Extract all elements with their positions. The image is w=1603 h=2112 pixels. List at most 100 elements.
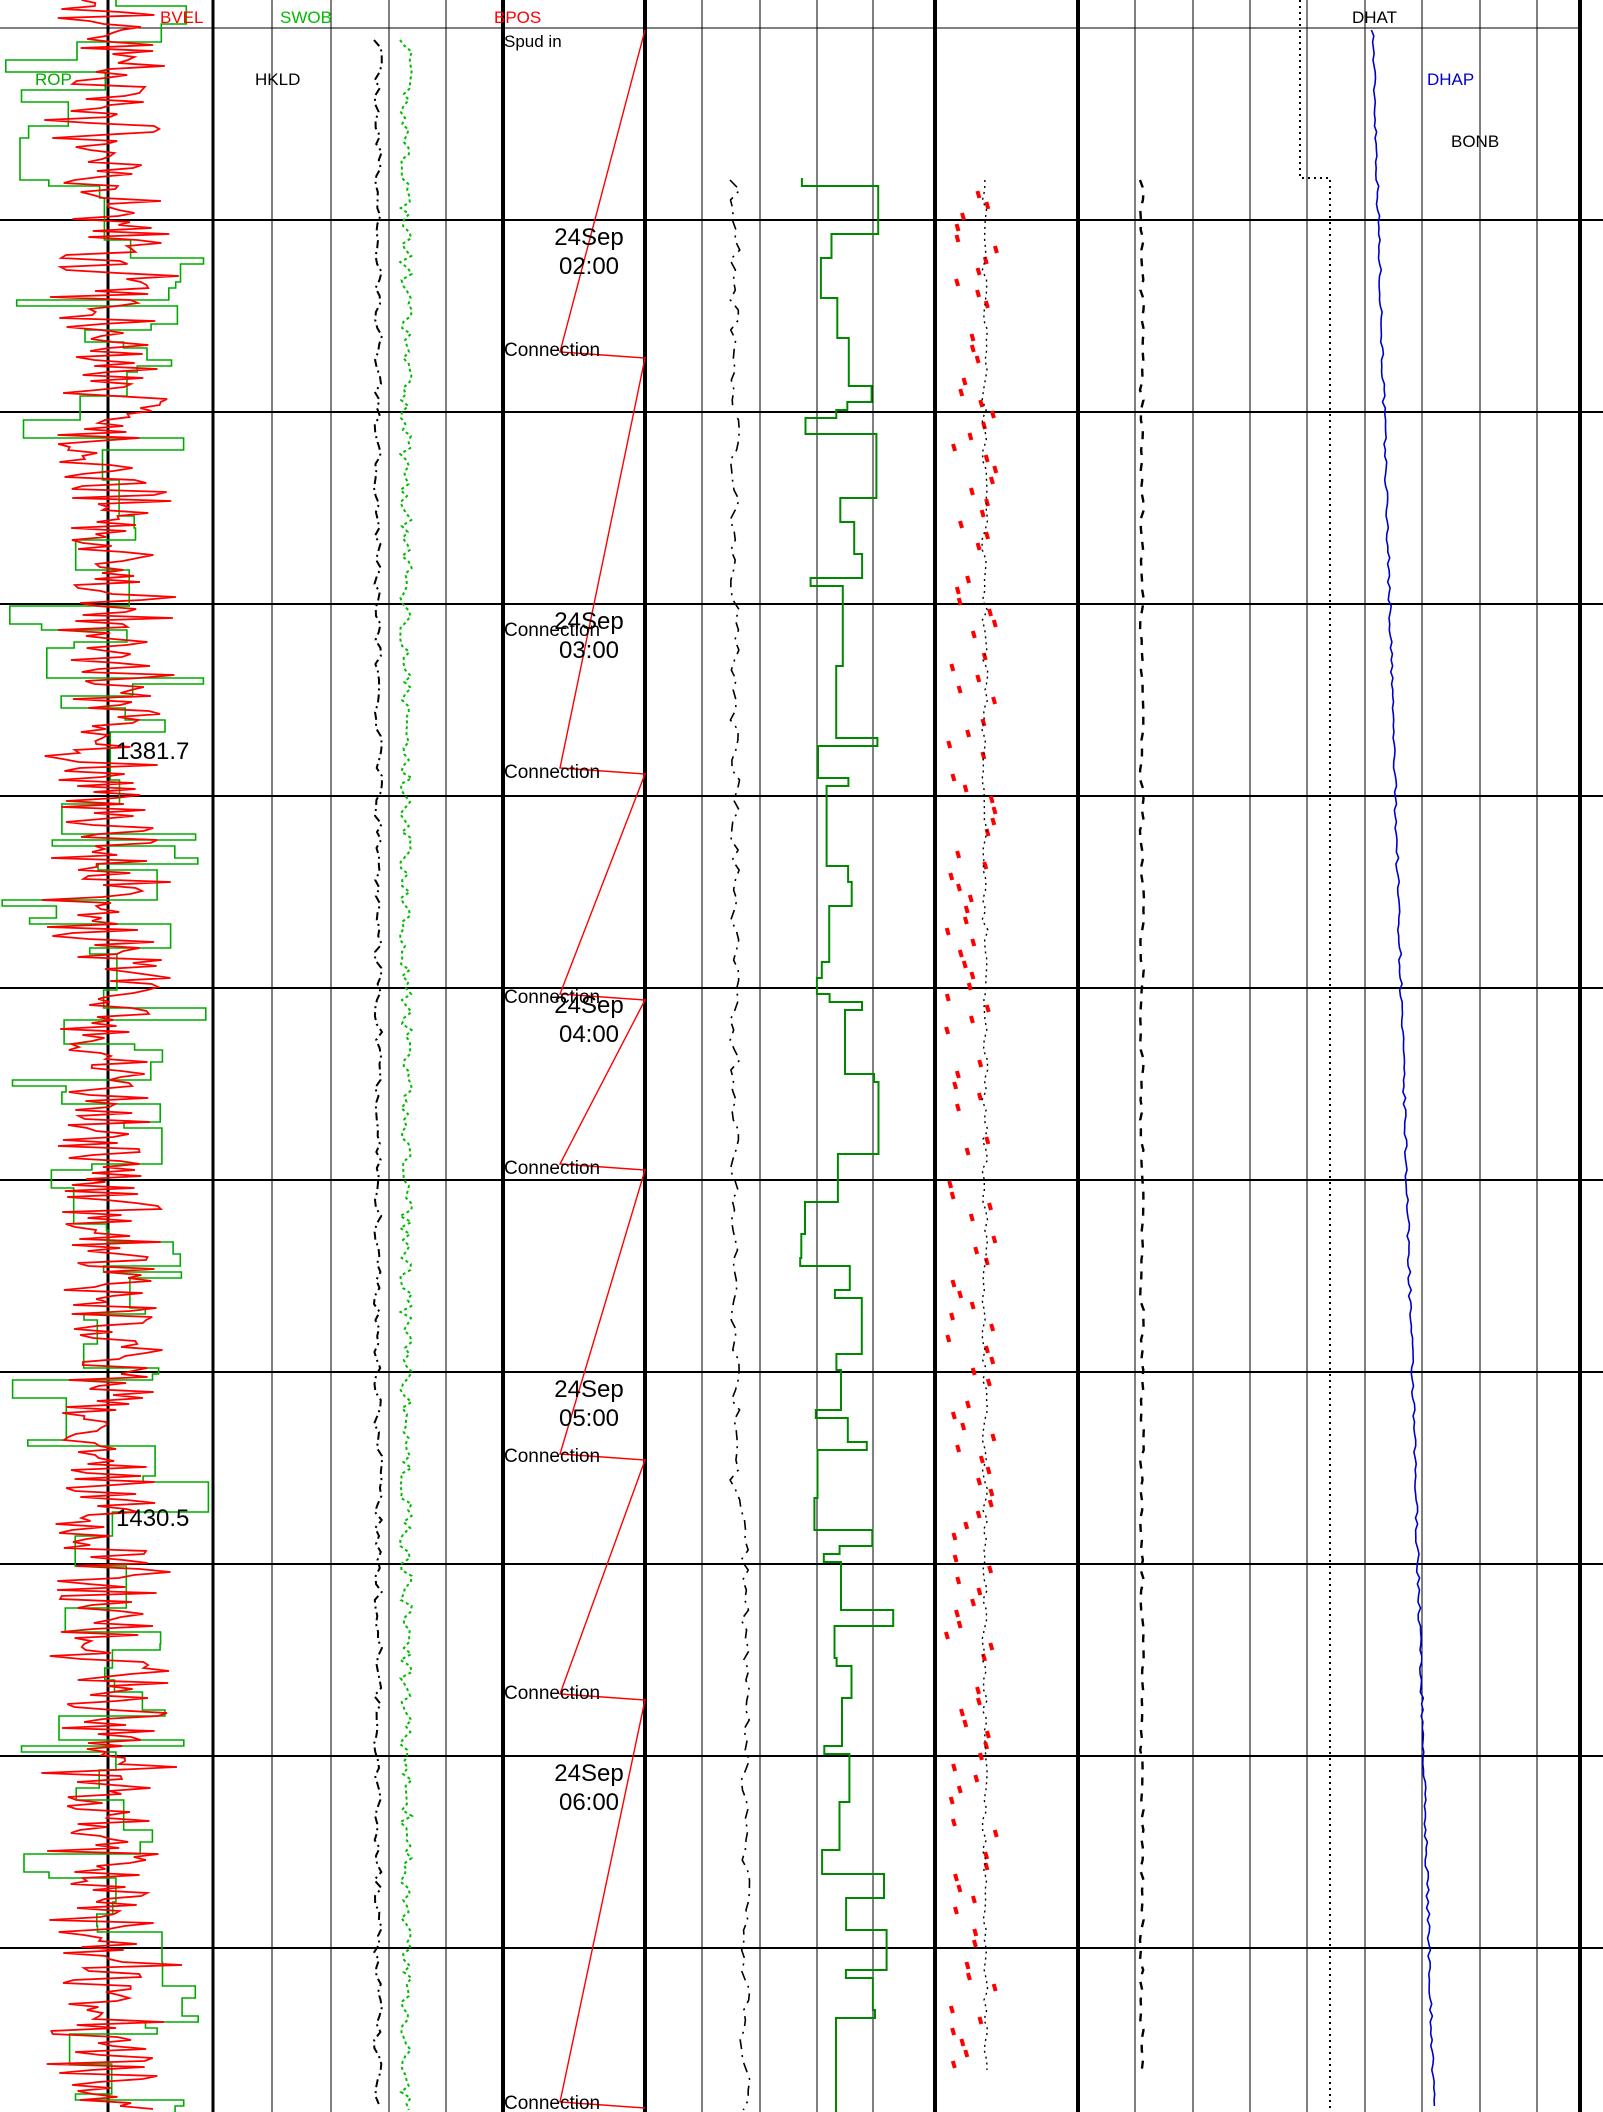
track4-red-mark <box>984 1136 991 1145</box>
track4-red-mark <box>954 1609 960 1618</box>
track4-red-mark <box>947 1180 954 1189</box>
track4-red-mark <box>952 1554 959 1563</box>
track4-red-mark <box>988 795 995 804</box>
dhap-curve <box>1370 29 1436 2107</box>
track4-red-mark <box>955 850 962 859</box>
time-mark-3-date: 24Sep <box>554 992 623 1019</box>
track4-red-mark <box>961 377 968 386</box>
time-mark-5-time: 06:00 <box>559 1789 619 1816</box>
track4-red-mark <box>991 806 998 815</box>
track4-red-mark <box>989 476 995 485</box>
track4-red-mark <box>951 443 957 452</box>
track4-red-mark <box>970 938 977 947</box>
track4-red-mark <box>970 1367 977 1376</box>
track4-red-mark <box>962 1719 969 1728</box>
track4-red-mark <box>945 1334 952 1343</box>
rop-label: ROP <box>35 70 72 89</box>
track4-red-mark <box>971 1895 977 1904</box>
track4-red-mark <box>975 674 982 683</box>
track4-red-mark <box>990 1433 997 1442</box>
hkld-label: HKLD <box>255 70 300 89</box>
connection-annotation: Connection <box>504 1683 600 1704</box>
track4-red-mark <box>993 245 999 254</box>
track4-red-mark <box>983 1741 990 1750</box>
track4-red-mark <box>952 1081 959 1090</box>
track4-red-mark <box>948 2005 955 2014</box>
track4-red-mark <box>954 278 961 287</box>
track4-red-mark <box>969 971 976 980</box>
track4-red-mark <box>975 542 982 551</box>
swob-curve <box>397 39 415 2111</box>
dhat-label: DHAT <box>1352 8 1397 27</box>
track4-red-mark <box>974 355 981 364</box>
track4-red-mark <box>969 1015 975 1024</box>
track4-red-mark <box>980 718 987 727</box>
track4-red-mark <box>976 1092 983 1101</box>
track4-red-mark <box>987 1499 994 1508</box>
track3-black-curve <box>729 179 751 2111</box>
track4-red-mark <box>958 520 964 529</box>
track4-red-mark <box>984 498 991 507</box>
track4-red-mark <box>975 1510 982 1519</box>
connection-annotation: Connection <box>504 340 600 361</box>
rop-curve <box>1 0 210 2112</box>
time-mark-1-date: 24Sep <box>554 224 623 251</box>
track4-red-mark <box>965 729 972 738</box>
time-mark-5-date: 24Sep <box>554 1760 623 1787</box>
time-mark-1-time: 02:00 <box>559 253 619 280</box>
track4-red-mark <box>989 1356 996 1365</box>
track4-red-mark <box>968 1213 975 1222</box>
track4-red-mark <box>976 1587 983 1596</box>
track4-red-mark <box>954 234 961 243</box>
track4-red-mark <box>965 1400 971 1409</box>
hkld-curve <box>372 39 384 2105</box>
log-curves <box>1 0 1436 2112</box>
track4-red-mark <box>991 1235 998 1244</box>
track4-red-mark <box>950 773 957 782</box>
track4-red-mark <box>956 1785 963 1794</box>
track4-red-mark <box>978 399 985 408</box>
track4-red-mark <box>962 784 969 793</box>
track4-red-mark <box>969 333 976 342</box>
track4-red-mark <box>954 223 961 232</box>
connection-annotation: Connection <box>504 1158 600 1179</box>
track4-red-mark <box>950 2060 957 2069</box>
track4-red-mark <box>960 212 966 221</box>
track4-red-mark <box>956 1884 963 1893</box>
track4-red-mark <box>989 1323 996 1332</box>
time-mark-3-time: 04:00 <box>559 1021 619 1048</box>
connection-annotation: Connection <box>504 987 600 1008</box>
track4-red-mark <box>950 1411 957 1420</box>
depth-mark-1: 1381.7 <box>116 738 189 765</box>
track4-red-mark <box>949 663 956 672</box>
track4-red-mark <box>946 740 953 749</box>
bvel-curve <box>41 0 183 2110</box>
track4-red-mark <box>988 1488 995 1497</box>
track4-red-mark <box>975 289 981 298</box>
track4-red-mark <box>957 1290 964 1299</box>
track4-red-mark <box>944 1026 951 1035</box>
track4-red-mark <box>984 1004 991 1013</box>
track4-red-mark <box>954 586 961 595</box>
track4-red-mark <box>983 1257 990 1266</box>
track4-red-mark <box>955 1444 962 1453</box>
track4-red-mark <box>967 894 974 903</box>
track4-red-mark <box>985 1378 992 1387</box>
track4-red-mark <box>987 1565 994 1574</box>
dhat-curve <box>1299 0 1331 2112</box>
track4-red-mark <box>956 597 963 606</box>
track4-red-mark <box>951 1763 958 1772</box>
track4-red-mark <box>983 454 990 463</box>
bvel-label: BVEL <box>160 8 203 27</box>
time-mark-2-time: 03:00 <box>559 637 619 664</box>
time-mark-2-date: 24Sep <box>554 608 623 635</box>
track4-red-mark <box>979 509 986 518</box>
track4-red-mark <box>981 652 988 661</box>
track4-red-mark <box>958 388 965 397</box>
track4-red-mark <box>982 861 989 870</box>
track4-red-mark <box>963 905 970 914</box>
track4-red-mark <box>953 1906 959 1915</box>
track4-red-mark <box>953 1873 959 1882</box>
track4-red-mark <box>975 267 982 276</box>
